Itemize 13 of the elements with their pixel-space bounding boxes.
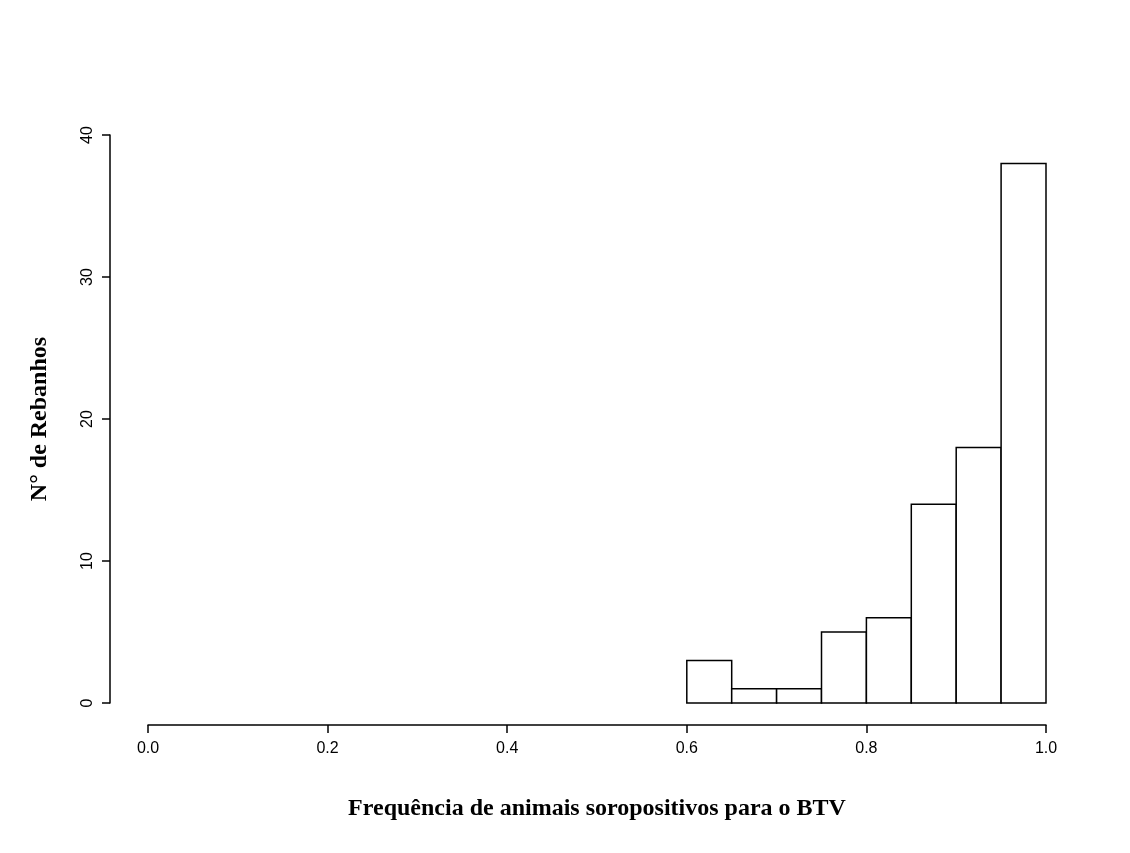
y-tick-label: 30: [77, 268, 95, 286]
x-axis-title: Frequência de animais soropositivos para o BTV: [348, 794, 847, 820]
x-tick-label: 0.6: [675, 738, 699, 756]
x-tick-label: 1.0: [1034, 738, 1058, 756]
x-tick-label: 0.0: [136, 738, 160, 756]
x-tick-label: 0.2: [316, 738, 339, 756]
y-tick-label: 0: [77, 698, 95, 708]
y-tick-label: 40: [77, 126, 95, 144]
y-tick-label: 10: [77, 552, 95, 570]
x-tick-label: 0.4: [496, 738, 519, 756]
x-tick-label: 0.8: [855, 738, 878, 756]
y-tick-label: 20: [77, 410, 95, 428]
y-axis-title: N° de Rebanhos: [25, 336, 51, 502]
